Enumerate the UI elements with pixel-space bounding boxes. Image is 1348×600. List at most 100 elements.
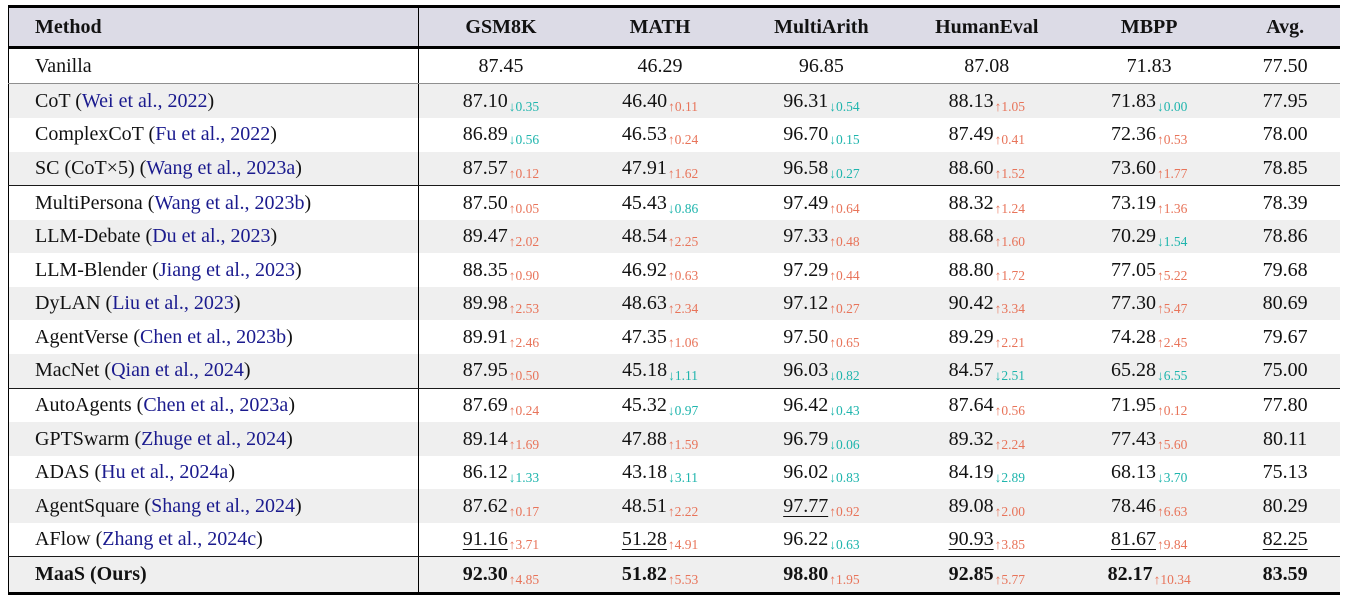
method-name: AgentSquare [35,494,140,517]
score-cell: 84.19↓2.89 [906,456,1068,489]
score-cell: 96.70↓0.15 [737,118,905,151]
citation-link[interactable]: Zhang et al., 2024c [102,528,257,551]
score-cell: 87.49↑0.41 [906,118,1068,151]
delta-up-arrow: ↑0.27 [829,301,860,317]
method-name: AgentVerse [35,325,129,348]
delta-up-arrow: ↑1.59 [667,436,699,452]
score-value: 79.67 [1262,325,1308,348]
score-cell: 97.50↑0.65 [737,320,905,353]
close-paren: ) [228,461,235,484]
method-name: GPTSwarm [35,427,130,450]
score-cell: 72.36↑0.53 [1068,118,1230,151]
citation-link[interactable]: Qian et al., 2024 [111,359,244,382]
citation-link[interactable]: Fu et al., 2022 [155,123,271,146]
method-name: LLM-Blender [35,258,148,281]
score-value: 96.58 [783,156,829,179]
score-value: 46.92 [621,258,667,281]
delta-down-arrow: ↓0.83 [829,470,860,486]
score-cell: 75.13 [1230,456,1340,489]
score-cell: 87.45 [418,47,583,85]
method-name: SC (CoT×5) [35,156,135,179]
delta-up-arrow: ↑0.53 [1156,132,1188,148]
score-value: 73.60 [1110,156,1156,179]
score-cell: 88.13↑1.05 [906,84,1068,118]
citation-link[interactable]: Liu et al., 2023 [112,292,234,315]
score-cell: 51.28↑4.91 [582,522,738,558]
score-value: 96.31 [783,89,829,112]
close-paren: ) [286,325,293,348]
score-value: 89.98 [462,292,508,315]
citation-link[interactable]: Hu et al., 2024a [101,461,229,484]
delta-up-arrow: ↑5.22 [1156,267,1188,283]
delta-up-arrow: ↑2.45 [1156,334,1188,350]
score-cell: 79.68 [1230,253,1340,286]
delta-up-arrow: ↑1.06 [667,334,699,350]
score-value: 72.36 [1110,123,1156,146]
score-cell: 48.51↑2.22 [583,489,737,522]
open-paren: ( [99,359,112,382]
method-name: LLM-Debate [35,225,141,248]
method-cell: MacNet (Qian et al., 2024) [8,353,419,389]
score-cell: 96.31↓0.54 [737,84,905,118]
method-cell: AgentVerse (Chen et al., 2023b) [8,320,419,354]
close-paren: ) [270,225,278,248]
score-value: 86.12 [462,461,508,484]
delta-down-arrow: ↓0.54 [829,98,860,114]
open-paren: ( [100,292,113,315]
score-value: 51.28 [621,528,667,551]
method-name: CoT [35,89,71,112]
delta-up-arrow: ↑3.85 [994,537,1025,553]
score-value: 88.32 [948,191,994,214]
score-cell: 45.43↓0.86 [583,186,737,220]
delta-up-arrow: ↑1.72 [994,267,1025,283]
citation-link[interactable]: Jiang et al., 2023 [158,258,295,281]
score-value: 92.30 [462,563,508,586]
citation-link[interactable]: Chen et al., 2023b [139,325,287,348]
citation-link[interactable]: Zhuge et al., 2024 [141,427,287,450]
score-value: 87.49 [948,123,994,146]
score-value: 97.29 [783,258,829,281]
score-cell: 96.03↓0.82 [737,353,906,389]
score-cell: 86.12↓1.33 [419,456,583,489]
score-cell: 51.82↑5.53 [583,557,737,594]
score-cell: 47.91↑1.62 [582,151,738,187]
delta-up-arrow: ↑10.34 [1153,572,1191,588]
score-value: 90.93 [948,528,994,551]
score-value: 92.85 [948,563,994,586]
score-value: 79.68 [1262,258,1308,281]
score-cell: 98.80↑1.95 [737,557,905,594]
score-cell: 77.43↑5.60 [1068,422,1230,455]
score-value: 46.40 [622,89,668,112]
close-paren: ) [243,359,251,382]
score-value: 47.88 [621,427,667,450]
method-cell: AgentSquare (Shang et al., 2024) [8,489,419,523]
method-name: MaaS (Ours) [35,563,147,586]
citation-link[interactable]: Wang et al., 2023a [146,156,296,179]
citation-link[interactable]: Wei et al., 2022 [81,89,208,112]
delta-up-arrow: ↑0.24 [667,132,699,148]
method-name: ComplexCoT [35,123,144,146]
score-value: 96.42 [783,393,829,416]
delta-up-arrow: ↑5.77 [994,572,1025,588]
score-cell: 97.77↑0.92 [737,489,905,522]
citation-link[interactable]: Shang et al., 2024 [151,494,295,517]
method-name: MacNet [35,359,100,382]
score-value: 83.59 [1262,563,1308,586]
score-value: 77.50 [1262,54,1308,77]
citation-link[interactable]: Chen et al., 2023a [143,393,289,416]
score-value: 43.18 [622,461,668,484]
delta-down-arrow: ↓2.89 [994,470,1025,486]
citation-link[interactable]: Wang et al., 2023b [154,191,305,214]
method-name: MultiPersona [35,191,143,214]
score-cell: 86.89↓0.56 [419,118,583,151]
close-paren: ) [270,123,277,146]
score-cell: 80.69 [1230,287,1340,320]
score-value: 88.13 [948,89,994,112]
citation-link[interactable]: Du et al., 2023 [152,225,271,248]
delta-up-arrow: ↑3.34 [994,301,1025,317]
score-cell: 78.39 [1230,186,1340,220]
delta-up-arrow: ↑2.22 [667,503,699,519]
delta-down-arrow: ↓0.27 [829,165,860,181]
score-cell: 88.60↑1.52 [905,151,1068,187]
delta-up-arrow: ↑2.46 [508,334,540,350]
